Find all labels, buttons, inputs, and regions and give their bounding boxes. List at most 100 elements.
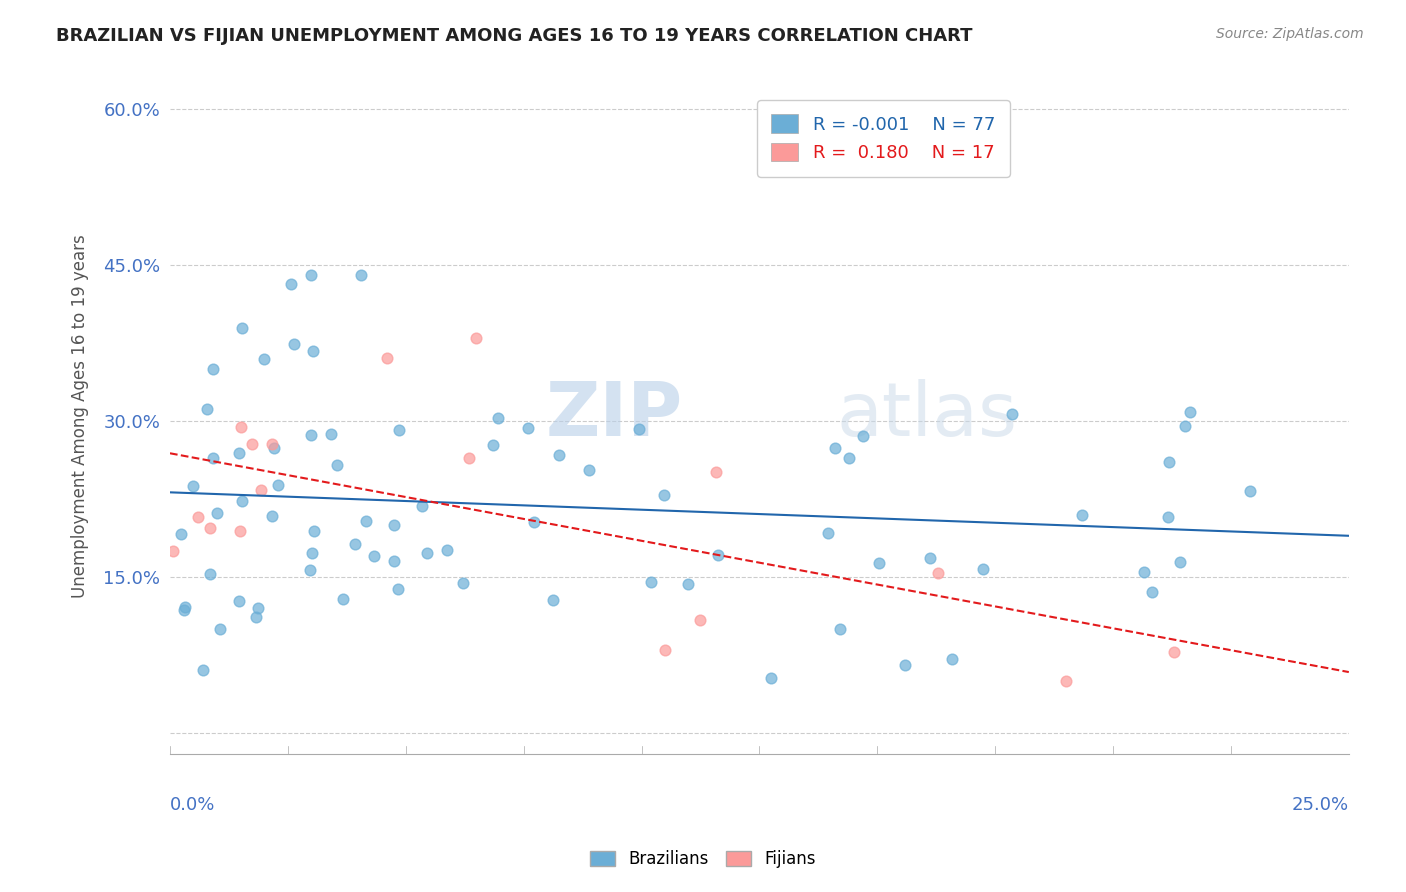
Point: [516, 421, 538, 435]
Point: [344, 537, 367, 551]
Point: [578, 463, 600, 477]
Point: [349, 268, 371, 282]
Point: [628, 422, 651, 436]
Point: [387, 582, 409, 596]
Point: [363, 549, 385, 563]
Point: [1001, 407, 1024, 421]
Point: [202, 450, 225, 465]
Point: [302, 524, 325, 538]
Point: [704, 465, 727, 479]
Point: [301, 546, 323, 560]
Point: [416, 546, 439, 560]
Point: [321, 426, 343, 441]
Point: [972, 562, 994, 576]
Point: [253, 351, 276, 366]
Point: [482, 438, 505, 452]
Point: [453, 576, 475, 591]
Point: [640, 574, 662, 589]
Point: [689, 613, 711, 627]
Point: [436, 543, 458, 558]
Point: [676, 577, 699, 591]
Point: [229, 419, 252, 434]
Point: [198, 567, 221, 582]
Point: [457, 450, 479, 465]
Point: [298, 563, 321, 577]
Point: [1133, 565, 1156, 579]
Point: [302, 343, 325, 358]
Point: [1178, 404, 1201, 418]
Text: Source: ZipAtlas.com: Source: ZipAtlas.com: [1216, 27, 1364, 41]
Point: [817, 525, 839, 540]
Point: [1054, 674, 1077, 689]
Point: [174, 600, 197, 615]
Point: [852, 429, 875, 443]
Point: [332, 591, 354, 606]
Point: [761, 671, 783, 685]
Legend: Brazilians, Fijians: Brazilians, Fijians: [583, 844, 823, 875]
Point: [388, 423, 411, 437]
Point: [228, 593, 250, 607]
Point: [250, 483, 273, 498]
Point: [240, 437, 263, 451]
Point: [411, 499, 433, 513]
Point: [198, 521, 221, 535]
Point: [228, 524, 250, 539]
Point: [228, 446, 250, 460]
Point: [375, 351, 398, 365]
Point: [894, 658, 917, 673]
Point: [354, 514, 377, 528]
Point: [283, 337, 305, 351]
Point: [191, 663, 214, 677]
Point: [231, 494, 253, 508]
Point: [263, 442, 285, 456]
Text: atlas: atlas: [837, 379, 1017, 452]
Point: [548, 448, 571, 462]
Point: [299, 428, 322, 442]
Point: [920, 551, 942, 566]
Point: [280, 277, 302, 292]
Point: [231, 321, 253, 335]
Point: [523, 516, 546, 530]
Point: [707, 548, 730, 562]
Point: [262, 437, 284, 451]
Point: [260, 509, 283, 524]
Point: [941, 652, 963, 666]
Point: [301, 268, 323, 283]
Point: [382, 517, 405, 532]
Point: [382, 554, 405, 568]
Point: [247, 601, 270, 615]
Text: ZIP: ZIP: [546, 379, 683, 452]
Point: [209, 622, 232, 636]
Point: [1157, 454, 1180, 468]
Point: [486, 411, 509, 425]
Point: [187, 510, 209, 524]
Point: [1142, 585, 1164, 599]
Text: 0.0%: 0.0%: [170, 796, 215, 814]
Point: [465, 331, 488, 345]
Text: 25.0%: 25.0%: [1292, 796, 1348, 814]
Text: BRAZILIAN VS FIJIAN UNEMPLOYMENT AMONG AGES 16 TO 19 YEARS CORRELATION CHART: BRAZILIAN VS FIJIAN UNEMPLOYMENT AMONG A…: [56, 27, 973, 45]
Point: [326, 458, 349, 472]
Point: [1239, 483, 1261, 498]
Point: [541, 593, 564, 607]
Point: [824, 441, 846, 455]
Point: [1168, 555, 1191, 569]
Point: [868, 556, 890, 570]
Point: [1163, 645, 1185, 659]
Point: [195, 401, 218, 416]
Y-axis label: Unemployment Among Ages 16 to 19 years: Unemployment Among Ages 16 to 19 years: [72, 234, 89, 598]
Point: [1157, 510, 1180, 524]
Point: [170, 527, 193, 541]
Point: [1174, 418, 1197, 433]
Point: [201, 362, 224, 376]
Point: [205, 506, 228, 520]
Point: [266, 478, 288, 492]
Point: [173, 603, 195, 617]
Point: [245, 610, 267, 624]
Point: [830, 622, 852, 636]
Point: [927, 566, 949, 581]
Point: [652, 487, 675, 501]
Legend: R = -0.001    N = 77, R =  0.180    N = 17: R = -0.001 N = 77, R = 0.180 N = 17: [756, 100, 1010, 177]
Point: [162, 543, 184, 558]
Point: [181, 478, 204, 492]
